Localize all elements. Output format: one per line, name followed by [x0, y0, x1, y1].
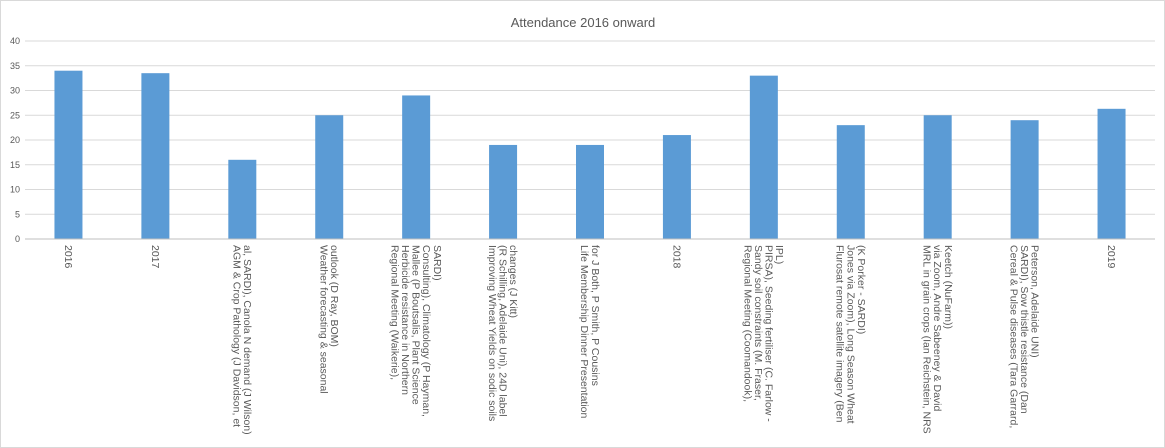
y-tick-label: 20: [10, 135, 20, 145]
x-tick-label-line: MRL in grain crops (Ian Reichstein, NRS: [921, 245, 933, 434]
y-tick-label: 30: [10, 86, 20, 96]
x-tick-label-line: Jones via Zoom), Long Season Wheat: [844, 245, 856, 424]
x-tick-label: AGM & Crop Pathology (J Davidson, etal, …: [231, 245, 254, 435]
x-tick-label: 2017: [149, 245, 161, 269]
x-axis-tick-labels: 2016 2017 AGM & Crop Pathology (J Davidson…: [62, 245, 1117, 435]
bar: [228, 159, 257, 239]
y-tick-label: 5: [15, 209, 20, 219]
x-tick-label: Flurosat remote satellite imagery (BenJo…: [834, 245, 867, 424]
x-tick-label-line: Weather forecasting & seasonal: [317, 245, 329, 394]
x-tick-label-line: 2016: [62, 245, 74, 269]
x-tick-label-line: Flurosat remote satellite imagery (Ben: [834, 245, 846, 423]
x-tick-label-line: outlook (D Ray, BOM): [328, 245, 340, 347]
x-tick-label-line: (K Porker - SARDI): [855, 245, 867, 334]
bar: [662, 135, 691, 239]
x-tick-label-line: Peterson, Adelaide UNI): [1029, 245, 1041, 358]
x-tick-label-line: Consulting), Climatology (P Hayman,: [420, 245, 432, 417]
bar: [749, 75, 778, 240]
chart-title: Attendance 2016 onward: [511, 15, 656, 30]
x-tick-label: Improving Wheat Yields on sodic soils(R …: [486, 245, 519, 421]
bar: [489, 144, 518, 239]
bar: [402, 95, 431, 239]
x-tick-label: Regional Meeting (Coomandook),Sandy soil…: [741, 245, 785, 422]
bar: [576, 144, 604, 239]
bars: [54, 70, 1126, 240]
x-tick-label-line: AGM & Crop Pathology (J Davidson, et: [231, 245, 243, 427]
x-tick-label-line: 2019: [1105, 245, 1117, 269]
bar: [836, 125, 865, 239]
x-tick-label-line: al, SARDI), Canola N demand (J Wilson): [241, 245, 253, 435]
x-tick-label-line: SARDI): [431, 245, 443, 281]
x-tick-label-line: SARDI), Sow thistle resistance (Dan: [1018, 245, 1030, 414]
x-tick-label: Regional Meeting (Waikerie),Herbicide re…: [388, 245, 442, 417]
y-tick-label: 40: [10, 36, 20, 46]
bar: [315, 115, 344, 239]
bar: [54, 70, 83, 239]
y-tick-label: 15: [10, 160, 20, 170]
x-tick-label-line: Regional Meeting (Coomandook),: [741, 245, 753, 402]
x-tick-label-line: Life Membership Dinner Presentation: [578, 245, 590, 418]
x-tick-label-line: Regional Meeting (Waikerie),: [388, 245, 400, 380]
x-tick-label: Cereal & Pulse diseases (Tara Garrard,SA…: [1008, 245, 1041, 428]
x-tick-label-line: 2018: [670, 245, 682, 269]
x-tick-label: MRL in grain crops (Ian Reichstein, NRSv…: [921, 245, 954, 434]
bar: [1010, 120, 1039, 239]
x-tick-label-line: Keetch (NuFarm)): [942, 245, 954, 329]
x-tick-label-line: IPL): [773, 245, 785, 264]
x-tick-label-line: 2017: [149, 245, 161, 269]
x-tick-label-line: Mallee (P Boutsalis, Plant Science: [410, 245, 422, 405]
x-tick-label-line: changes (J Kitt): [507, 245, 519, 318]
x-tick-label-line: Sandy soil constraints (M. Fraser,: [752, 245, 764, 401]
x-tick-label-line: Improving Wheat Yields on sodic soils: [486, 245, 498, 421]
x-tick-label: 2019: [1105, 245, 1117, 269]
x-tick-label-line: Herbicide resistance in Northern: [399, 245, 411, 395]
x-tick-label: 2018: [670, 245, 682, 269]
y-axis-tick-labels: 0 5 10 15 20 25 30 35 40: [10, 36, 20, 244]
y-tick-label: 0: [15, 234, 20, 244]
x-tick-label-line: for J Both, P Smith, P Cousins: [589, 245, 601, 386]
y-tick-label: 35: [10, 61, 20, 71]
x-tick-label-line: via Zoom, Andre Sabeeney & David: [931, 245, 943, 412]
x-tick-label-line: (R Schilling, Adelaide Uni), 24D label: [497, 245, 509, 417]
y-tick-label: 25: [10, 110, 20, 120]
bar: [141, 73, 170, 239]
bar: [923, 115, 952, 239]
x-tick-label-line: PIRSA), Seeding fertiliser (C. Farlow -: [763, 245, 775, 422]
x-tick-label-line: Cereal & Pulse diseases (Tara Garrard,: [1008, 245, 1020, 428]
y-tick-label: 10: [10, 185, 20, 195]
bar: [1097, 108, 1126, 239]
x-tick-label: 2016: [62, 245, 74, 269]
